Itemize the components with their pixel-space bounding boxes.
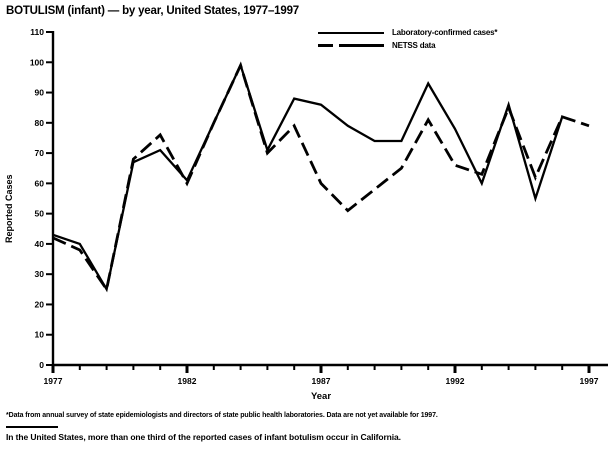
footnote-text: *Data from annual survey of state epidem…	[6, 412, 438, 419]
x-tick-label: 1987	[312, 376, 331, 386]
x-tick-label: 1982	[178, 376, 197, 386]
x-tick-label: 1992	[446, 376, 465, 386]
y-tick-label: 40	[35, 239, 45, 249]
y-tick-label: 100	[30, 57, 44, 67]
y-tick-label: 50	[35, 209, 45, 219]
series-line-solid	[52, 62, 564, 293]
legend-item-netss: NETSS data	[318, 39, 497, 52]
caption-text: In the United States, more than one thir…	[6, 432, 401, 442]
y-tick-label: 80	[35, 118, 45, 128]
solid-line-swatch-icon	[318, 31, 384, 34]
y-tick-label: 10	[35, 330, 45, 340]
footnote-divider-rule	[6, 426, 58, 428]
y-tick-label: 0	[39, 360, 44, 370]
legend-label: Laboratory-confirmed cases*	[392, 28, 498, 37]
legend-item-lab-confirmed: Laboratory-confirmed cases*	[318, 26, 498, 39]
y-tick-label: 30	[35, 269, 45, 279]
y-tick-label: 20	[35, 299, 45, 309]
y-tick-label: 60	[35, 178, 45, 188]
series-line-dashed	[52, 61, 590, 293]
y-tick-label: 90	[35, 88, 45, 98]
y-tick-label: 70	[35, 148, 45, 158]
dashed-line-swatch-icon	[318, 44, 384, 47]
x-tick-label: 1977	[44, 376, 63, 386]
chart-legend: Laboratory-confirmed cases* NETSS data	[318, 26, 498, 52]
x-tick-label: 1997	[580, 376, 599, 386]
y-tick-label: 110	[30, 27, 44, 37]
chart-title: BOTULISM (infant) — by year, United Stat…	[6, 5, 299, 17]
legend-label: NETSS data	[392, 41, 436, 50]
x-axis-title: Year	[310, 391, 332, 402]
